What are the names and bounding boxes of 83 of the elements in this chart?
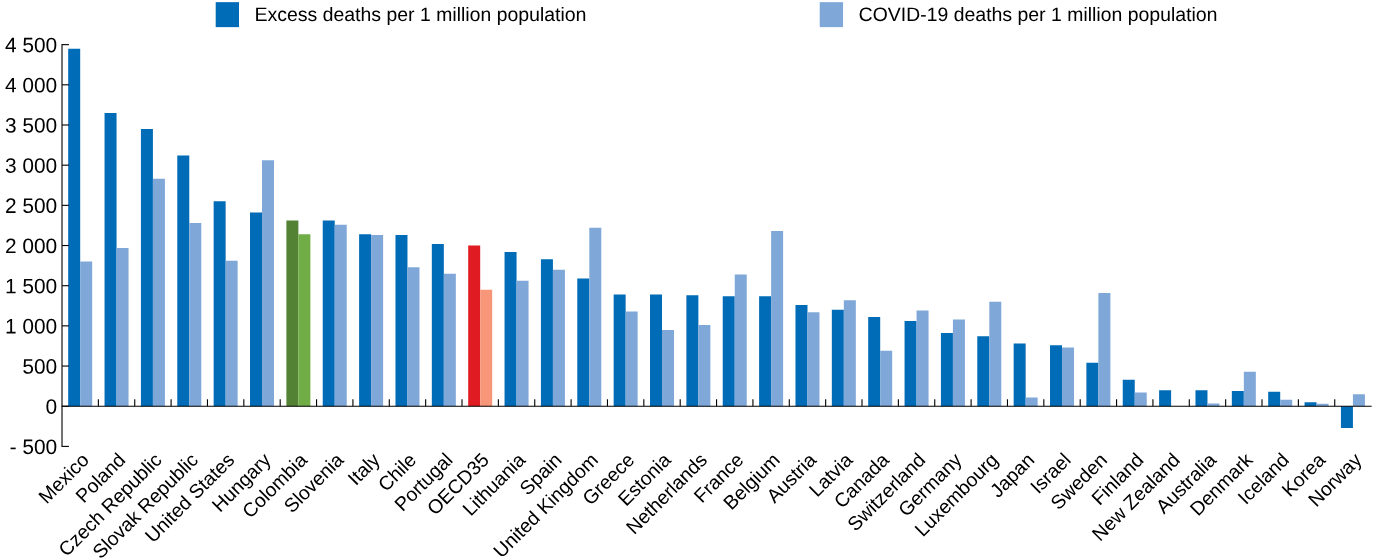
bar xyxy=(68,48,81,407)
bar xyxy=(589,227,602,407)
bar xyxy=(298,234,311,407)
bar xyxy=(1304,402,1317,407)
y-tick-label: 1 500 xyxy=(6,278,57,294)
bar xyxy=(359,234,372,407)
bar xyxy=(262,160,275,407)
bar xyxy=(334,224,347,407)
bar xyxy=(80,261,93,407)
y-tick-label: 1 000 xyxy=(6,318,57,334)
bar xyxy=(698,325,711,407)
bar xyxy=(686,295,699,407)
bar xyxy=(650,294,663,407)
bar xyxy=(1122,379,1135,407)
bar xyxy=(916,310,929,407)
y-tick-label: 0 xyxy=(46,399,57,414)
bar xyxy=(795,304,808,407)
bar xyxy=(1050,345,1063,407)
bar xyxy=(552,269,565,407)
bar xyxy=(1159,390,1172,407)
bar xyxy=(940,333,953,407)
bar xyxy=(152,178,165,407)
bar xyxy=(1062,347,1075,407)
bar xyxy=(662,329,675,407)
bar xyxy=(1086,362,1099,407)
bar xyxy=(1231,390,1244,407)
y-tick-label: 3 500 xyxy=(5,117,57,133)
bar xyxy=(625,311,638,407)
bar xyxy=(213,201,226,407)
bar xyxy=(759,296,772,407)
bar xyxy=(1098,292,1111,407)
y-tick-label: 4 000 xyxy=(5,77,57,93)
bar xyxy=(722,296,735,407)
bar xyxy=(1013,343,1026,407)
bar xyxy=(140,129,153,407)
bar xyxy=(1207,403,1220,407)
bar xyxy=(831,309,844,407)
bar xyxy=(977,336,990,407)
bar xyxy=(1134,392,1147,407)
y-tick-label: 2 500 xyxy=(6,198,57,214)
bar xyxy=(1025,397,1038,407)
bar xyxy=(771,231,784,407)
bar xyxy=(443,273,456,407)
bar xyxy=(1268,391,1281,407)
bar xyxy=(395,235,408,407)
y-tick-label: 2 000 xyxy=(6,238,57,254)
bar xyxy=(431,243,444,407)
bar xyxy=(516,280,529,407)
bar xyxy=(613,294,626,407)
bar xyxy=(480,289,493,407)
bar xyxy=(104,112,117,407)
bar xyxy=(843,300,856,407)
bar xyxy=(189,223,202,407)
bar xyxy=(322,220,335,407)
y-tick-label: 500 xyxy=(23,359,57,374)
bar xyxy=(1243,371,1256,407)
bar xyxy=(1280,399,1293,407)
bar xyxy=(989,301,1002,407)
y-tick-label: - 500 xyxy=(10,439,57,455)
y-tick-label: 4 500 xyxy=(5,37,57,53)
bar xyxy=(540,259,553,407)
bar xyxy=(250,212,263,407)
bar xyxy=(407,267,420,407)
bar xyxy=(225,260,238,407)
bar xyxy=(468,245,481,407)
bar xyxy=(577,278,590,407)
legend-label: COVID-19 deaths per 1 million population xyxy=(859,6,1217,26)
bar xyxy=(1195,390,1208,407)
bar xyxy=(904,321,917,407)
bar xyxy=(952,319,965,407)
bar xyxy=(1352,394,1365,407)
y-tick-label: 3 000 xyxy=(5,158,57,173)
legend-label: Excess deaths per 1 million population xyxy=(256,6,586,26)
bar xyxy=(177,155,190,407)
bar xyxy=(807,312,820,407)
bar xyxy=(868,317,881,407)
bar xyxy=(734,274,747,407)
bar xyxy=(1340,406,1353,428)
bar xyxy=(880,350,893,407)
bar xyxy=(371,235,384,407)
bar xyxy=(116,247,129,407)
bar xyxy=(286,220,299,407)
bar xyxy=(504,251,517,407)
